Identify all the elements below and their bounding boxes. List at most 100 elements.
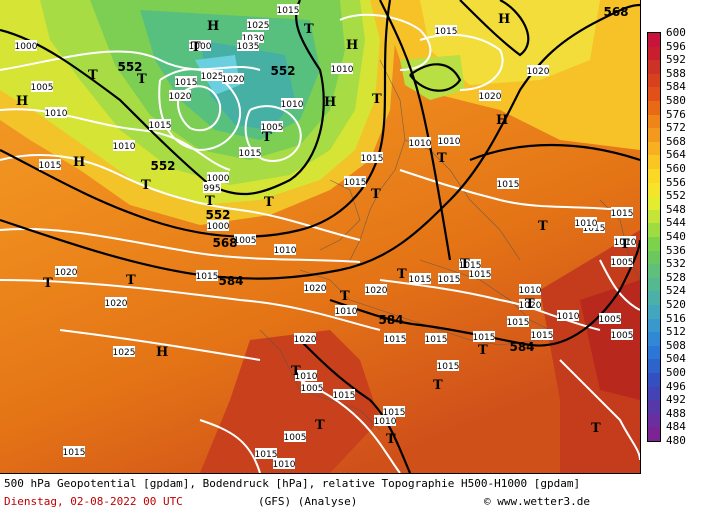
geopotential-label: 552 <box>117 60 142 74</box>
pressure-label: 1010 <box>273 458 296 470</box>
geopotential-label: 552 <box>270 64 295 78</box>
pressure-label: 1015 <box>39 159 62 171</box>
legend-color-step <box>648 114 660 129</box>
legend-color-step <box>648 427 660 442</box>
legend-tick-label: 596 <box>666 39 686 53</box>
legend-tick-label: 584 <box>666 80 686 94</box>
pressure-label: 1010 <box>519 284 542 296</box>
pressure-label: 1015 <box>149 119 171 131</box>
svg-text:1010: 1010 <box>575 219 598 229</box>
svg-text:1020: 1020 <box>304 284 327 294</box>
pressure-label: 1000 <box>189 40 212 52</box>
pressure-label: 1010 <box>575 217 598 229</box>
svg-text:1015: 1015 <box>196 272 219 282</box>
svg-text:1020: 1020 <box>105 299 128 309</box>
legend-color-step <box>648 169 660 184</box>
weather-map: 1015 1000 1000 1025 1030 1035 1005 1015 … <box>0 0 641 474</box>
pressure-label: 1015 <box>383 406 406 418</box>
geopotential-label: 552 <box>205 208 230 222</box>
pressure-label: 1015 <box>473 331 495 343</box>
svg-text:1015: 1015 <box>63 448 86 458</box>
legend-color-step <box>648 413 660 428</box>
legend-color-step <box>648 73 660 88</box>
legend-color-step <box>648 182 660 197</box>
high-pressure-marker: H <box>498 12 510 27</box>
svg-text:1020: 1020 <box>55 268 78 278</box>
pressure-label: 1015 <box>438 273 460 285</box>
svg-text:1015: 1015 <box>507 318 530 328</box>
caption-credit: © www.wetter3.de <box>484 495 590 508</box>
svg-text:552: 552 <box>150 159 175 173</box>
low-pressure-marker: T <box>397 267 407 282</box>
pressure-label: 1020 <box>527 65 550 77</box>
svg-text:1020: 1020 <box>527 67 550 77</box>
svg-text:1010: 1010 <box>45 109 68 119</box>
pressure-label: 1025 <box>247 19 270 31</box>
pressure-label: 1010 <box>374 415 397 427</box>
svg-text:1020: 1020 <box>365 286 388 296</box>
legend-tick-label: 540 <box>666 230 686 243</box>
pressure-label: 1010 <box>274 244 297 256</box>
pressure-label: 1010 <box>295 370 318 382</box>
pressure-label: 1000 <box>15 40 38 52</box>
geopotential-label: 568 <box>603 5 628 19</box>
thickness-zone-light-yellow <box>420 0 600 85</box>
pressure-label: 1015 <box>425 333 447 345</box>
svg-text:1000: 1000 <box>189 42 212 52</box>
pressure-label: 1025 <box>201 70 224 82</box>
pressure-label: 1015 <box>611 207 633 219</box>
legend-tick-label: 572 <box>666 121 686 135</box>
legend-color-step <box>648 101 660 116</box>
pressure-label: 1005 <box>234 234 256 246</box>
legend-color-step <box>648 141 660 156</box>
low-pressure-marker: T <box>538 219 548 234</box>
svg-text:1015: 1015 <box>383 408 406 418</box>
legend-color-step <box>648 250 660 265</box>
legend-tick-label: 496 <box>666 379 686 393</box>
geopotential-label: 568 <box>212 236 237 250</box>
pressure-label: 1015 <box>239 147 261 159</box>
svg-text:1020: 1020 <box>294 335 317 345</box>
svg-text:1015: 1015 <box>435 27 458 37</box>
legend-color-step <box>648 277 660 292</box>
svg-text:1005: 1005 <box>611 258 634 268</box>
legend-colorbar <box>647 32 661 442</box>
legend-color-step <box>648 291 660 306</box>
svg-text:1005: 1005 <box>31 83 54 93</box>
svg-text:1015: 1015 <box>497 180 520 190</box>
svg-text:1010: 1010 <box>614 238 637 248</box>
svg-text:1000: 1000 <box>15 42 38 52</box>
legend-color-step <box>648 223 660 238</box>
legend-color-step <box>648 209 660 224</box>
svg-text:1025: 1025 <box>247 21 270 31</box>
svg-text:1025: 1025 <box>113 348 136 358</box>
pressure-label: 1020 <box>519 299 542 311</box>
low-pressure-marker: T <box>304 22 314 37</box>
pressure-label: 1015 <box>277 4 299 16</box>
low-pressure-marker: T <box>191 40 201 55</box>
pressure-label: 1005 <box>599 313 621 325</box>
pressure-label: 1015 <box>459 259 481 271</box>
svg-text:1030: 1030 <box>242 34 265 44</box>
legend-tick-label: 556 <box>666 175 686 189</box>
low-pressure-marker: T <box>620 237 630 252</box>
pressure-label: 1020 <box>222 73 245 85</box>
high-pressure-marker: H <box>496 113 508 128</box>
pressure-label: 1005 <box>261 121 283 133</box>
caption-date: Dienstag, 02-08-2022 00 UTC <box>4 495 183 508</box>
svg-text:1035: 1035 <box>237 42 260 52</box>
svg-text:1015: 1015 <box>333 391 356 401</box>
legend-tick-label: 588 <box>666 66 686 80</box>
svg-text:1010: 1010 <box>409 139 432 149</box>
svg-text:1025: 1025 <box>201 72 224 82</box>
legend-color-step <box>648 345 660 360</box>
svg-text:1015: 1015 <box>437 362 460 372</box>
pressure-label: 1000 <box>207 172 230 184</box>
legend-tick-label: 504 <box>666 352 686 366</box>
svg-text:1015: 1015 <box>39 161 62 171</box>
svg-text:568: 568 <box>212 236 237 250</box>
pressure-label: 1015 <box>196 270 219 282</box>
pressure-labels: 1015 1000 1000 1025 1030 1035 1005 1015 … <box>15 4 637 470</box>
svg-text:1010: 1010 <box>274 246 297 256</box>
svg-text:1000: 1000 <box>207 222 230 232</box>
